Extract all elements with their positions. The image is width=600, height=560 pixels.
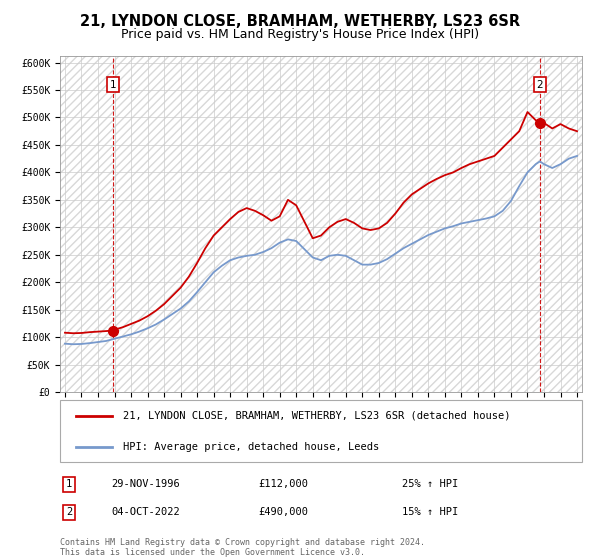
Text: £490,000: £490,000 [258,507,308,517]
Text: 1: 1 [110,80,116,90]
Text: Contains HM Land Registry data © Crown copyright and database right 2024.
This d: Contains HM Land Registry data © Crown c… [60,538,425,557]
Text: 21, LYNDON CLOSE, BRAMHAM, WETHERBY, LS23 6SR: 21, LYNDON CLOSE, BRAMHAM, WETHERBY, LS2… [80,14,520,29]
Text: 1: 1 [66,479,72,489]
Text: 29-NOV-1996: 29-NOV-1996 [111,479,180,489]
Text: 2: 2 [66,507,72,517]
Text: 15% ↑ HPI: 15% ↑ HPI [402,507,458,517]
Text: 21, LYNDON CLOSE, BRAMHAM, WETHERBY, LS23 6SR (detached house): 21, LYNDON CLOSE, BRAMHAM, WETHERBY, LS2… [122,411,510,421]
Text: 25% ↑ HPI: 25% ↑ HPI [402,479,458,489]
Text: HPI: Average price, detached house, Leeds: HPI: Average price, detached house, Leed… [122,442,379,451]
Text: 04-OCT-2022: 04-OCT-2022 [111,507,180,517]
Text: £112,000: £112,000 [258,479,308,489]
Text: 2: 2 [536,80,543,90]
Text: Price paid vs. HM Land Registry's House Price Index (HPI): Price paid vs. HM Land Registry's House … [121,28,479,41]
